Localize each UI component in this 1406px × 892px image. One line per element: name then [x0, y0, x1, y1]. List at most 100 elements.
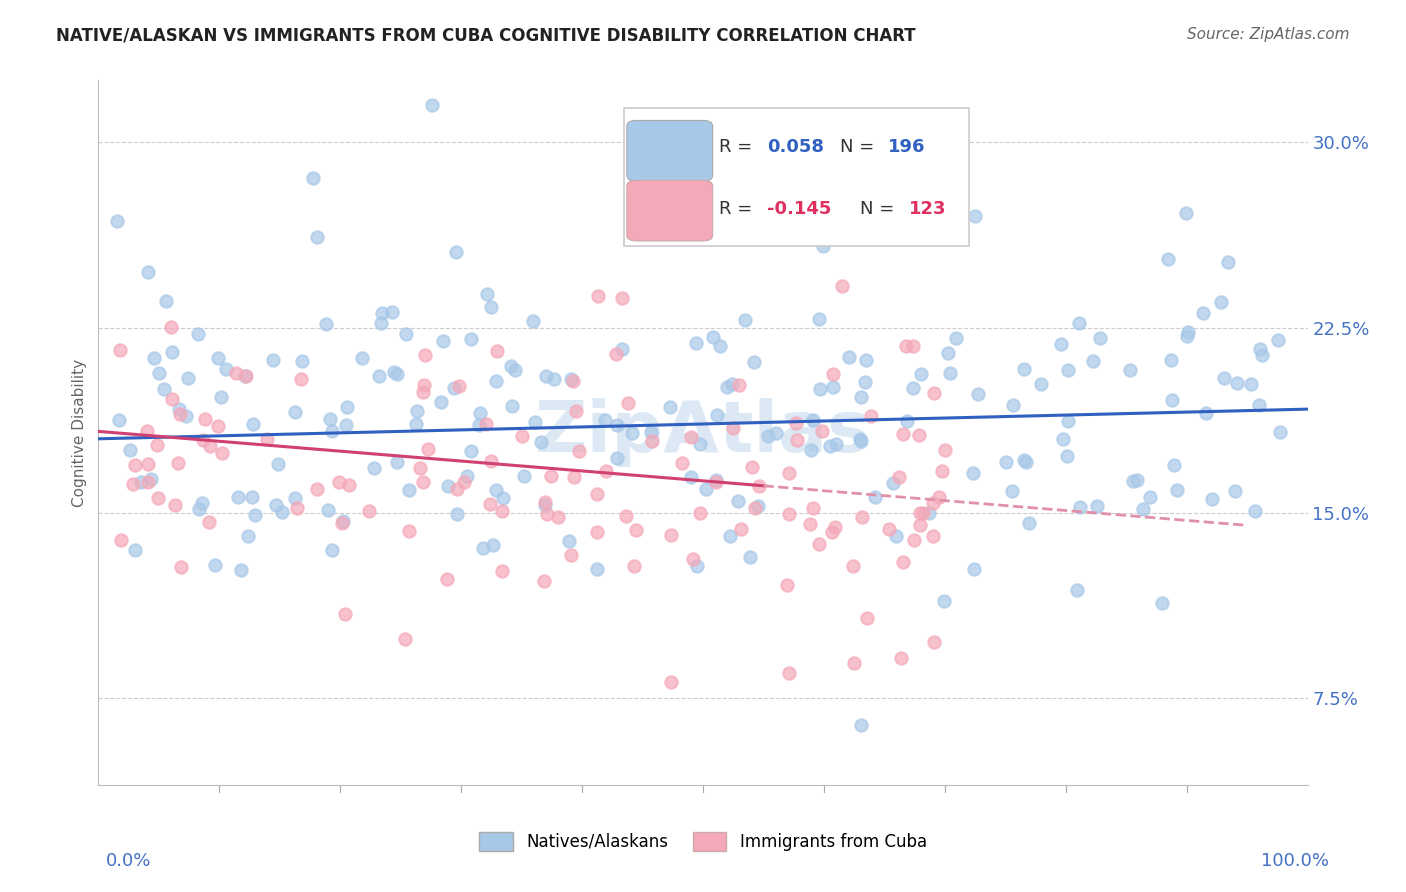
Point [449, 378, 471, 392]
Point [877, 522, 900, 536]
Point [235, 368, 257, 383]
Text: R =: R = [718, 138, 758, 156]
Point [922, 634, 945, 648]
Point [679, 470, 702, 484]
Point [290, 372, 312, 386]
Point [105, 214, 128, 228]
Point [1267, 333, 1289, 347]
Point [482, 538, 505, 552]
Point [468, 418, 491, 433]
Point [486, 343, 509, 358]
Point [778, 466, 800, 480]
Point [704, 475, 727, 490]
Point [136, 457, 159, 471]
Point [689, 436, 711, 450]
Point [405, 417, 427, 431]
Point [271, 505, 294, 519]
Point [197, 515, 219, 529]
Point [1126, 474, 1149, 488]
Point [686, 559, 709, 574]
Point [160, 345, 183, 359]
Point [429, 394, 451, 409]
Point [491, 491, 513, 505]
Point [810, 425, 832, 439]
Point [394, 632, 416, 646]
Point [908, 428, 931, 442]
Point [1175, 328, 1198, 343]
Point [395, 327, 418, 342]
Point [730, 522, 752, 536]
Point [721, 421, 744, 435]
Point [747, 499, 769, 513]
Point [1090, 331, 1112, 345]
Point [758, 429, 780, 443]
Point [842, 559, 865, 574]
Point [891, 555, 914, 569]
Point [264, 498, 287, 512]
Point [420, 98, 443, 112]
Point [659, 527, 682, 541]
Point [820, 439, 842, 453]
Point [765, 425, 787, 440]
Point [315, 318, 337, 332]
Point [477, 286, 499, 301]
Point [540, 469, 562, 483]
Point [887, 469, 910, 483]
Point [318, 411, 340, 425]
Point [1157, 252, 1180, 267]
Point [228, 490, 250, 504]
Point [460, 443, 482, 458]
Point [742, 354, 765, 368]
Point [922, 496, 945, 510]
Point [801, 413, 824, 427]
Point [328, 475, 350, 489]
Point [160, 392, 183, 407]
Point [863, 490, 886, 504]
Point [413, 347, 436, 361]
Point [1081, 353, 1104, 368]
Text: N =: N = [860, 200, 900, 219]
Point [242, 417, 264, 432]
Point [808, 537, 831, 551]
Point [153, 382, 176, 396]
Point [301, 171, 323, 186]
Point [606, 418, 628, 433]
Point [1018, 516, 1040, 531]
Point [543, 371, 565, 385]
Point [108, 343, 131, 357]
Point [595, 464, 617, 478]
Point [1192, 306, 1215, 320]
Point [685, 335, 707, 350]
Point [1069, 500, 1091, 514]
Point [785, 417, 807, 431]
Point [536, 369, 558, 384]
Point [398, 524, 420, 538]
Point [436, 573, 458, 587]
Text: -0.145: -0.145 [768, 200, 831, 219]
Point [704, 473, 727, 487]
Point [855, 610, 877, 624]
Point [560, 372, 582, 386]
Point [284, 405, 307, 419]
Point [193, 434, 215, 448]
Point [621, 425, 644, 440]
Point [215, 361, 238, 376]
Point [533, 495, 555, 509]
Point [285, 501, 308, 516]
Point [659, 674, 682, 689]
Point [908, 518, 931, 533]
Point [479, 454, 502, 468]
Point [453, 475, 475, 490]
Point [207, 351, 229, 366]
Point [1166, 483, 1188, 497]
Point [305, 482, 328, 496]
Point [831, 278, 853, 293]
Point [994, 455, 1017, 469]
Point [561, 374, 583, 388]
Point [567, 443, 589, 458]
Point [859, 409, 882, 424]
Point [533, 498, 555, 512]
Point [387, 367, 409, 381]
Point [485, 483, 508, 498]
Point [413, 378, 436, 392]
